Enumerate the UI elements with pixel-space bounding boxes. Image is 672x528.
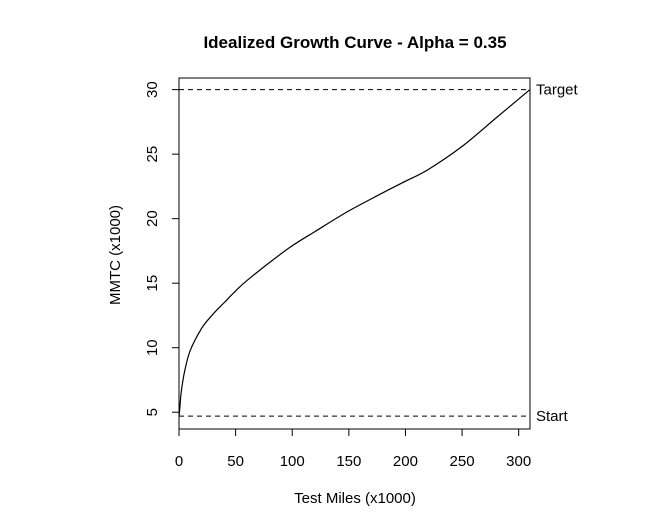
y-tick-label: 25 [144,146,161,163]
y-axis-label: MMTC (x1000) [107,205,124,305]
x-axis-label: Test Miles (x1000) [294,490,416,507]
reference-label-target: Target [536,82,579,99]
reference-label-start: Start [536,408,569,425]
x-tick-label: 200 [393,453,418,470]
x-tick-label: 0 [175,453,183,470]
x-tick-label: 150 [336,453,361,470]
x-tick-label: 250 [450,453,475,470]
x-tick-label: 100 [280,453,305,470]
y-tick-label: 10 [144,339,161,356]
chart-title: Idealized Growth Curve - Alpha = 0.35 [203,33,506,52]
y-axis: 5 10 15 20 25 30 [144,81,180,416]
series-line-0 [178,89,531,417]
x-axis: 0 50 100 150 200 250 300 [175,428,531,470]
y-tick-label: 30 [144,81,161,98]
plot-area: Target Start [178,82,579,425]
x-tick-label: 300 [506,453,531,470]
x-tick-label: 50 [227,453,244,470]
y-tick-label: 15 [144,275,161,292]
y-tick-label: 20 [144,210,161,227]
y-tick-label: 5 [144,408,161,416]
plot-frame [178,77,531,430]
